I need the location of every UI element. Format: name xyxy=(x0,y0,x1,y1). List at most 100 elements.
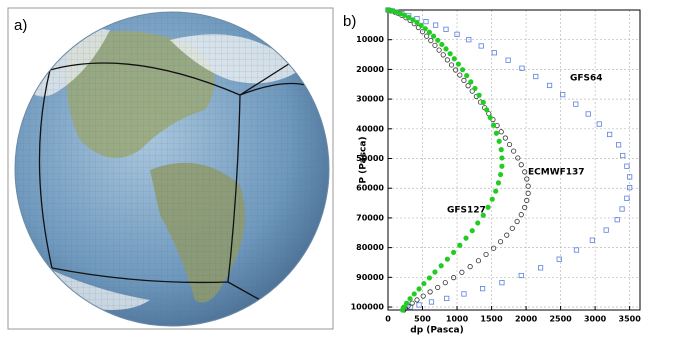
point xyxy=(499,163,505,169)
point xyxy=(489,196,495,202)
point xyxy=(416,302,422,308)
x-tick-label: 2000 xyxy=(515,315,538,324)
globe-rim xyxy=(14,11,330,327)
point xyxy=(603,227,609,233)
point xyxy=(614,217,620,223)
panel-label: a) xyxy=(14,17,27,34)
point xyxy=(491,122,497,128)
point xyxy=(466,37,472,43)
point xyxy=(450,249,457,255)
point xyxy=(620,152,626,159)
point xyxy=(573,101,579,107)
series-label: GFS64 xyxy=(570,74,603,84)
point xyxy=(385,7,391,13)
point xyxy=(624,163,630,169)
point xyxy=(487,114,493,121)
point xyxy=(476,92,482,98)
point xyxy=(469,228,475,234)
point xyxy=(444,295,450,302)
point xyxy=(461,291,467,297)
y-tick-label: 10000 xyxy=(356,35,384,44)
point xyxy=(475,258,482,264)
y-tick-label: 50000 xyxy=(356,154,384,163)
y-tick-label: 90000 xyxy=(356,273,384,282)
y-tick-label: 70000 xyxy=(356,213,384,222)
point xyxy=(469,88,475,94)
y-tick-label: 100000 xyxy=(351,303,385,312)
point xyxy=(491,245,497,251)
point xyxy=(409,300,415,306)
point xyxy=(439,41,445,48)
point xyxy=(410,17,416,23)
x-tick-label: 1500 xyxy=(480,315,503,324)
point xyxy=(465,83,471,89)
point xyxy=(416,286,422,292)
series-label: GFS127 xyxy=(447,206,486,216)
point xyxy=(442,280,448,286)
point xyxy=(443,46,449,52)
point xyxy=(418,22,424,29)
point xyxy=(497,171,504,178)
point xyxy=(428,299,435,305)
point xyxy=(464,73,470,79)
point xyxy=(497,239,504,245)
point xyxy=(478,43,484,49)
x-axis-label: dp (Pasca) xyxy=(410,326,463,336)
point xyxy=(556,256,562,262)
point xyxy=(399,307,406,313)
point xyxy=(423,18,429,25)
panel-label: b) xyxy=(343,13,356,30)
y-tick-label: 20000 xyxy=(356,65,384,74)
point xyxy=(435,284,441,291)
plot-frame xyxy=(387,9,641,311)
point xyxy=(414,297,420,303)
point xyxy=(498,129,504,135)
point xyxy=(435,37,441,43)
point xyxy=(401,12,408,18)
y-tick-label: 80000 xyxy=(356,243,384,252)
point xyxy=(433,22,439,28)
point xyxy=(389,8,395,14)
point xyxy=(624,195,630,201)
point xyxy=(525,190,531,196)
point xyxy=(432,269,438,275)
point xyxy=(457,242,463,248)
point xyxy=(589,237,595,243)
point xyxy=(430,33,437,39)
point xyxy=(495,180,502,186)
point xyxy=(499,280,505,286)
point xyxy=(432,42,438,48)
point xyxy=(463,235,469,241)
point xyxy=(627,185,633,191)
point xyxy=(480,99,486,105)
point xyxy=(454,31,460,37)
point xyxy=(498,147,504,153)
point xyxy=(421,280,427,287)
point xyxy=(573,247,580,253)
point xyxy=(424,33,430,39)
point xyxy=(475,220,481,226)
x-tick-label: 500 xyxy=(414,315,431,324)
point xyxy=(525,183,531,189)
point xyxy=(459,269,465,275)
point xyxy=(502,135,508,141)
point xyxy=(457,72,463,78)
point xyxy=(560,92,566,98)
y-axis-label: P (Pasca) xyxy=(359,136,369,183)
point xyxy=(515,155,521,161)
point xyxy=(518,272,524,279)
point xyxy=(479,286,486,292)
point xyxy=(422,26,428,32)
point xyxy=(607,131,613,138)
point xyxy=(496,138,502,144)
point xyxy=(455,61,462,67)
point xyxy=(533,73,539,80)
point xyxy=(414,19,420,26)
point xyxy=(393,9,399,15)
point xyxy=(627,174,633,180)
point xyxy=(615,142,622,148)
point xyxy=(505,57,511,63)
x-tick-label: 2500 xyxy=(549,315,572,324)
point xyxy=(522,204,528,211)
